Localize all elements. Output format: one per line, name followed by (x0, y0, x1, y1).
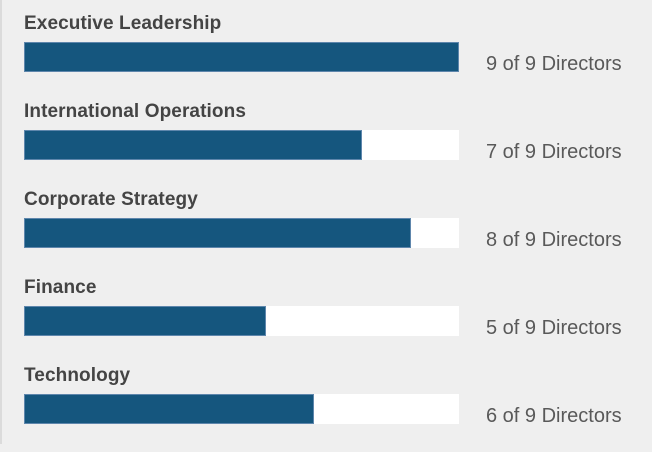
bar-fill (24, 306, 266, 336)
bar-group: International Operations 7 of 9 Director… (24, 100, 652, 188)
bar-fill (24, 130, 363, 160)
bar-row: 8 of 9 Directors (24, 218, 652, 251)
bar-fill (24, 42, 459, 72)
bar-fill (24, 218, 411, 248)
bar-group: Technology 6 of 9 Directors (24, 364, 652, 452)
bar-group: Executive Leadership 9 of 9 Directors (24, 12, 652, 100)
bar-track (24, 306, 459, 336)
value-label: 9 of 9 Directors (486, 52, 622, 75)
value-label: 7 of 9 Directors (486, 140, 622, 163)
bar-fill (24, 394, 314, 424)
category-label: Finance (24, 277, 97, 298)
bar-row: 9 of 9 Directors (24, 42, 652, 75)
bar-group: Finance 5 of 9 Directors (24, 276, 652, 364)
bar-track (24, 42, 459, 72)
bar-track (24, 130, 459, 160)
bar-row: 5 of 9 Directors (24, 306, 652, 339)
category-label: Executive Leadership (24, 13, 222, 34)
bar-track (24, 218, 459, 248)
value-label: 8 of 9 Directors (486, 228, 622, 251)
board-composition-bar-chart: Executive Leadership 9 of 9 Directors In… (2, 0, 652, 444)
value-label: 6 of 9 Directors (486, 404, 622, 427)
bar-track (24, 394, 459, 424)
category-label: Technology (24, 365, 131, 386)
bar-row: 7 of 9 Directors (24, 130, 652, 163)
bar-group: Corporate Strategy 8 of 9 Directors (24, 188, 652, 276)
bar-row: 6 of 9 Directors (24, 394, 652, 427)
category-label: Corporate Strategy (24, 189, 198, 210)
category-label: International Operations (24, 101, 246, 122)
value-label: 5 of 9 Directors (486, 316, 622, 339)
